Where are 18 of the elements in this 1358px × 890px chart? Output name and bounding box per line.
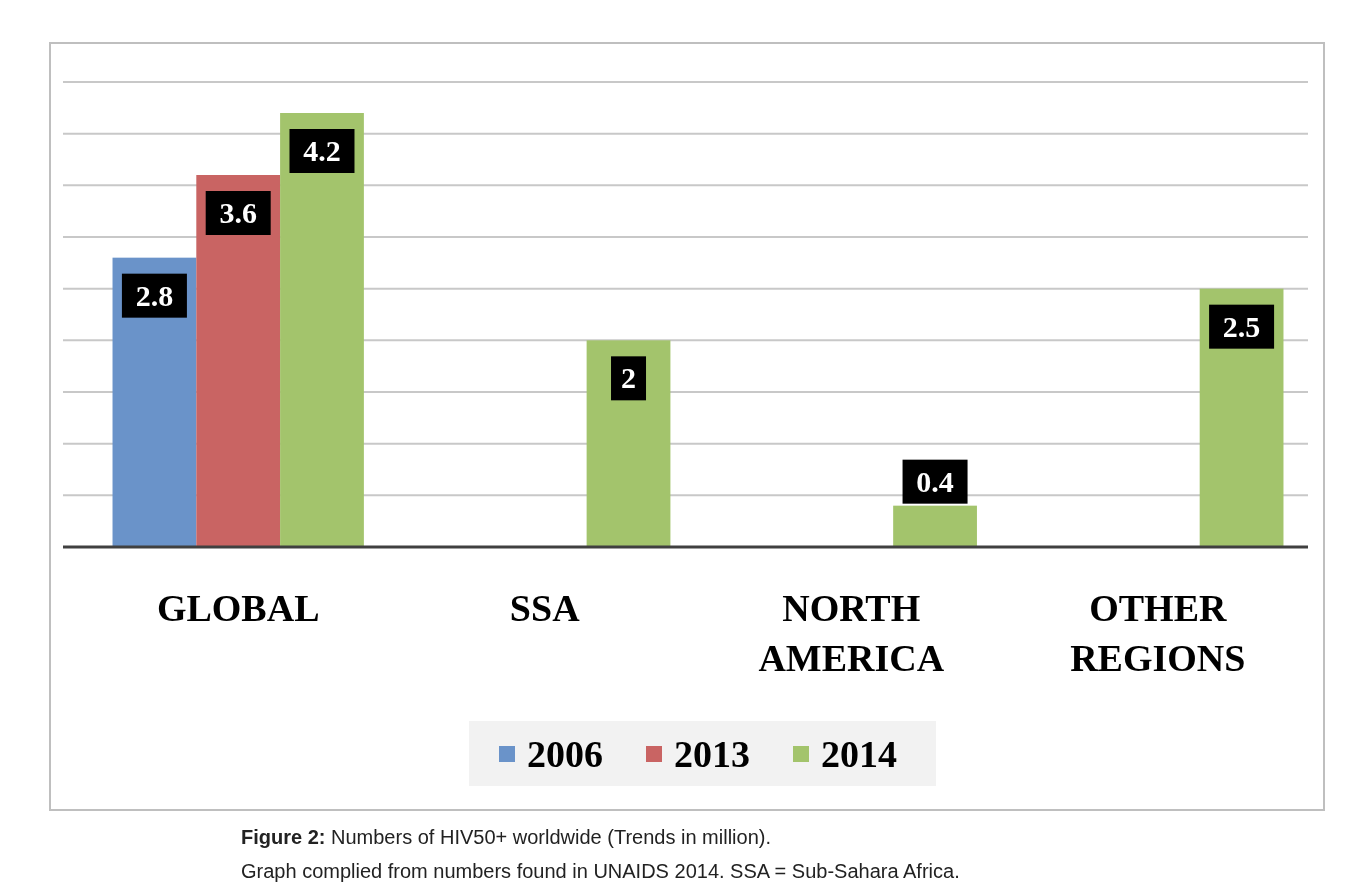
data-label: 2 — [621, 361, 637, 395]
legend-label: 2013 — [674, 733, 750, 775]
x-tick-label: OTHER REGIONS — [1070, 587, 1246, 679]
text: Graph complied from numbers found in UNAIDS 2014. SSA = Sub-Sahara Africa. — [241, 860, 960, 882]
x-tick-label: NORTH AMERICA — [758, 587, 945, 679]
data-label: 4.2 — [303, 134, 341, 167]
data-label: 0.4 — [916, 464, 954, 498]
legend-label: 2014 — [821, 733, 897, 775]
data-label: 3.6 — [219, 196, 257, 229]
data-label: 2.5 — [1222, 309, 1261, 343]
caption: Figure 2: Numbers of HIV50+ worldwide (Trends in million). — [241, 826, 771, 848]
bar — [280, 113, 364, 547]
bar — [586, 340, 671, 547]
x-tick-label: SSA — [509, 587, 581, 629]
legend-label: 2006 — [527, 733, 603, 775]
bar — [196, 175, 281, 547]
data-label: 2.8 — [135, 278, 174, 312]
x-tick-label: GLOBAL — [156, 587, 320, 629]
